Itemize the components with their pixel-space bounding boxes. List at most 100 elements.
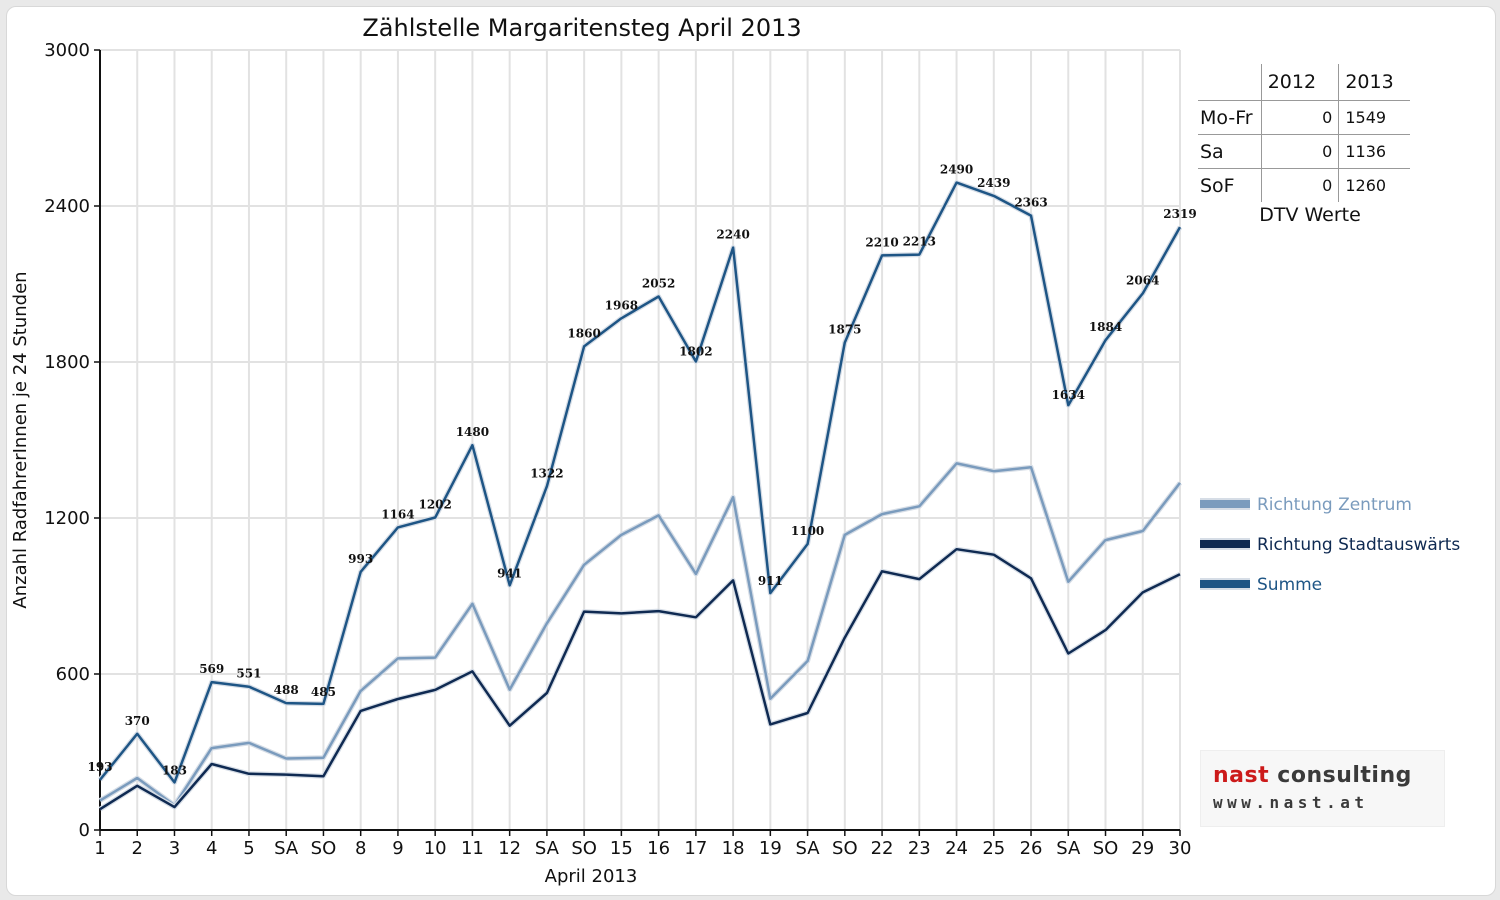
x-tick-label: 19 [759, 838, 782, 859]
dtv-table: 2012 2013 Mo-Fr 0 1549 Sa 0 1136 SoF 0 1… [1198, 64, 1412, 226]
data-label: 1164 [381, 507, 414, 521]
chart-title: Zählstelle Margaritensteg April 2013 [362, 14, 801, 42]
x-tick-label: SO [311, 838, 337, 859]
dtv-value-2013: 1136 [1338, 134, 1410, 169]
y-tick-label: 1200 [44, 508, 90, 529]
dtv-value-2012: 0 [1260, 134, 1339, 169]
x-tick-label: 23 [908, 838, 931, 859]
x-tick-label: 3 [169, 838, 180, 859]
logo-brand-red: nast [1213, 763, 1270, 788]
legend-label: Summe [1257, 575, 1322, 595]
dtv-row-label: SoF [1198, 168, 1262, 202]
data-label: 1202 [418, 497, 451, 511]
dtv-value-2012: 0 [1260, 100, 1339, 135]
data-label: 2064 [1126, 273, 1159, 287]
x-tick-label: SA [274, 838, 299, 859]
axes [94, 49, 1181, 836]
x-tick-label: 15 [610, 838, 633, 859]
data-label: 551 [236, 667, 261, 681]
data-label: 2240 [716, 228, 749, 242]
legend-label: Richtung Stadtauswärts [1257, 535, 1460, 555]
series-line-halo [98, 460, 1182, 808]
dtv-caption: DTV Werte [1259, 204, 1361, 226]
y-axis-label: Anzahl RadfahrerInnen je 24 Stunden [10, 271, 31, 608]
x-tick-labels: 1 2 3 4 5 SA SO 8 9 10 11 12 SA SO 15 16 17 18 19 SA SO 22 23 2… [94, 838, 1191, 859]
data-label: 911 [758, 574, 783, 588]
logo-brand-dark: consulting [1269, 763, 1412, 788]
data-label: 193 [87, 760, 112, 774]
y-tick-label: 3000 [44, 40, 90, 61]
y-tick-label: 0 [79, 820, 90, 841]
dtv-header-row: 2012 2013 [1198, 64, 1410, 101]
x-tick-label: 16 [647, 838, 670, 859]
data-label: 1884 [1089, 320, 1122, 334]
dtv-row-label: Mo-Fr [1198, 100, 1262, 135]
grid-lines [100, 49, 1181, 830]
x-tick-label: 8 [355, 838, 366, 859]
logo-wordmark: nast consulting [1213, 763, 1412, 788]
data-label: 488 [274, 683, 299, 697]
logo-url: www.nast.at [1213, 793, 1369, 812]
x-tick-label: 25 [982, 838, 1005, 859]
data-label: 1480 [456, 425, 489, 439]
x-tick-label: 24 [945, 838, 968, 859]
x-tick-label: SO [1093, 838, 1119, 859]
legend: Richtung Zentrum Richtung Stadtauswärts Su… [1200, 495, 1460, 595]
x-tick-label: SO [832, 838, 858, 859]
x-tick-label: 26 [1020, 838, 1043, 859]
dtv-header-2012: 2012 [1260, 64, 1339, 101]
x-tick-label: 17 [684, 838, 707, 859]
series-line-zentrum [99, 462, 1181, 807]
series-line-stadtauswaerts [99, 547, 1181, 811]
data-label: 1100 [791, 524, 824, 538]
y-tick-label: 2400 [44, 196, 90, 217]
x-axis-label: April 2013 [545, 866, 638, 887]
data-label: 2052 [642, 276, 675, 290]
x-tick-label: SA [796, 838, 821, 859]
data-labels: 193 370 183 569 551 488 485 993 1164 1202 1480 941 1… [87, 163, 1196, 778]
x-tick-label: 18 [722, 838, 745, 859]
dtv-row-sof: SoF 0 1260 [1198, 168, 1410, 202]
series-line-summe [99, 181, 1182, 784]
dtv-value-2013: 1549 [1338, 100, 1410, 135]
dtv-header-2013: 2013 [1338, 64, 1410, 101]
data-label: 993 [348, 552, 373, 566]
x-tick-label: 5 [243, 838, 254, 859]
x-tick-label: 9 [392, 838, 403, 859]
legend-swatch [1200, 580, 1250, 588]
dtv-row-label: Sa [1198, 134, 1262, 169]
data-label: 2363 [1014, 196, 1047, 210]
x-tick-label: SO [571, 838, 597, 859]
data-label: 1860 [567, 326, 600, 340]
data-label: 370 [125, 714, 150, 728]
x-tick-label: 30 [1169, 838, 1192, 859]
data-label: 1875 [828, 323, 861, 337]
y-tick-label: 1800 [44, 352, 90, 373]
x-tick-label: 11 [461, 838, 484, 859]
data-label: 2439 [977, 176, 1010, 190]
data-label: 2490 [940, 163, 973, 177]
dtv-value-2013: 1260 [1338, 168, 1410, 202]
dtv-value-2012: 0 [1260, 168, 1339, 202]
data-label: 183 [162, 763, 187, 777]
dtv-row-mofr: Mo-Fr 0 1549 [1198, 100, 1410, 135]
data-label: 2319 [1163, 207, 1196, 221]
company-logo: nast consulting www.nast.at [1200, 750, 1445, 827]
data-label: 1634 [1052, 388, 1085, 402]
dtv-header-blank [1198, 64, 1261, 101]
x-tick-label: SA [535, 838, 560, 859]
x-tick-label: 29 [1131, 838, 1154, 859]
x-tick-label: 12 [498, 838, 521, 859]
x-tick-label: 10 [424, 838, 447, 859]
legend-label: Richtung Zentrum [1257, 495, 1412, 515]
data-label: 569 [199, 662, 224, 676]
y-tick-label: 600 [56, 664, 90, 685]
data-label: 941 [497, 566, 522, 580]
x-tick-label: 2 [132, 838, 143, 859]
data-label: 2213 [903, 235, 936, 249]
dtv-row-sa: Sa 0 1136 [1198, 134, 1410, 169]
x-tick-label: SA [1056, 838, 1081, 859]
series-lines [98, 180, 1183, 812]
data-label: 1322 [530, 466, 563, 480]
